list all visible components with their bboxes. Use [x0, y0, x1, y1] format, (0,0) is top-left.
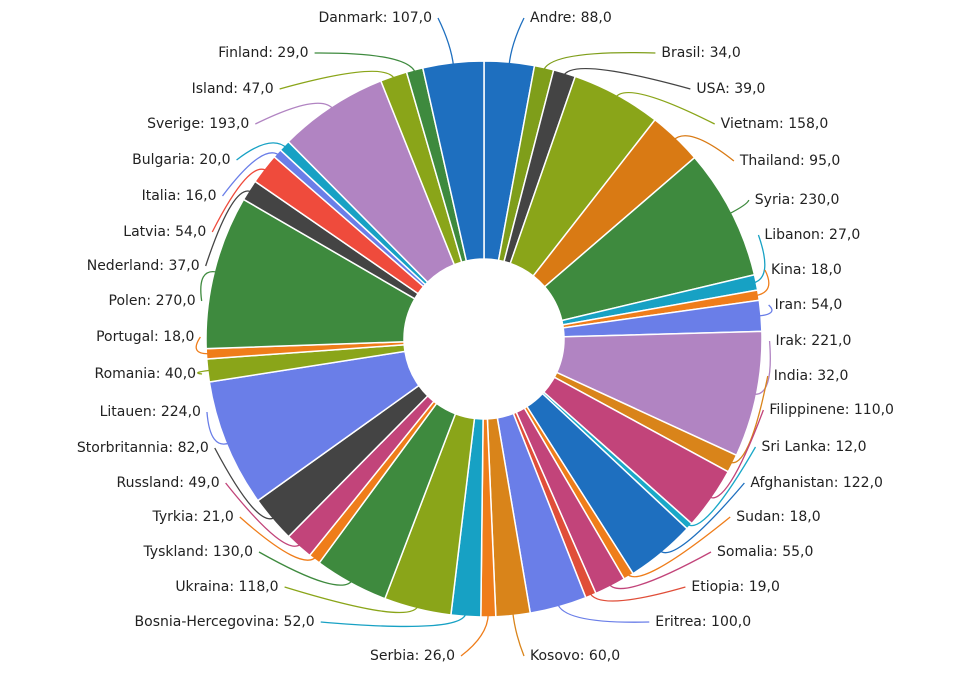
- leader-line-latvia: [211, 168, 268, 233]
- leader-line-kosovo: [512, 611, 525, 657]
- leader-line-afghanistan: [658, 482, 745, 554]
- slice-label-usa: USA: 39,0: [696, 81, 765, 97]
- slice-label-latvia: Latvia: 54,0: [123, 224, 206, 240]
- leader-line-somalia: [607, 551, 712, 590]
- leader-line-eritrea: [556, 602, 650, 623]
- leader-line-storbritannia: [214, 447, 276, 520]
- slice-label-litauen: Litauen: 224,0: [100, 404, 201, 420]
- leader-line-bosnia-hercegovina: [320, 612, 467, 628]
- leader-line-portugal: [195, 336, 211, 355]
- slice-label-island: Island: 47,0: [192, 81, 274, 97]
- slice-label-syria: Syria: 230,0: [755, 192, 840, 208]
- slice-labels: Andre: 88,0 Brasil: 34,0 USA: 39,0 Vietnam:…: [77, 10, 894, 664]
- leader-line-tyskland: [258, 551, 354, 586]
- slice-label-irak: Irak: 221,0: [776, 333, 852, 349]
- slice-label-india: India: 32,0: [774, 368, 849, 384]
- leader-line-nederland: [205, 190, 253, 267]
- leader-line-syria: [727, 199, 750, 215]
- slice-label-sudan: Sudan: 18,0: [736, 509, 820, 525]
- leader-line-etiopia: [588, 586, 686, 602]
- slice-label-bulgaria: Bulgaria: 20,0: [132, 152, 230, 168]
- leader-line-litauen: [206, 411, 231, 445]
- slice-label-somalia: Somalia: 55,0: [717, 544, 813, 560]
- leader-line-ukraina: [284, 586, 419, 614]
- label-leader-lines: [195, 17, 773, 657]
- leader-line-serbia: [460, 612, 489, 657]
- slice-label-sri-lanka: Sri Lanka: 12,0: [761, 439, 866, 455]
- leader-line-romania: [197, 369, 212, 375]
- slice-label-vietnam: Vietnam: 158,0: [721, 116, 829, 132]
- slice-label-brasil: Brasil: 34,0: [661, 45, 740, 61]
- leader-line-bulgaria: [236, 142, 288, 161]
- slice-label-finland: Finland: 29,0: [218, 45, 308, 61]
- leader-line-filippinene: [707, 409, 764, 499]
- slice-label-polen: Polen: 270,0: [109, 293, 196, 309]
- leader-line-sverige: [255, 102, 335, 125]
- leader-line-vietnam: [614, 91, 715, 125]
- slice-label-sverige: Sverige: 193,0: [147, 116, 249, 132]
- leader-line-thailand: [672, 135, 735, 162]
- leader-line-danmark: [437, 17, 455, 67]
- slice-label-danmark: Danmark: 107,0: [318, 10, 432, 26]
- slice-label-kina: Kina: 18,0: [771, 262, 842, 278]
- leader-line-libanon: [752, 234, 766, 284]
- slice-label-romania: Romania: 40,0: [95, 366, 197, 382]
- slice-label-italia: Italia: 16,0: [142, 188, 217, 204]
- leader-line-kina: [754, 269, 770, 297]
- donut-hole: [404, 259, 564, 419]
- leader-line-brasil: [542, 52, 656, 72]
- slice-label-thailand: Thailand: 95,0: [739, 153, 840, 169]
- leader-line-sudan: [626, 516, 731, 578]
- slice-label-russland: Russland: 49,0: [116, 475, 219, 491]
- leader-line-iran: [756, 304, 773, 317]
- leader-line-usa: [562, 67, 691, 90]
- leader-line-finland: [314, 52, 417, 74]
- donut-slices: [205, 60, 763, 618]
- slice-label-etiopia: Etiopia: 19,0: [691, 579, 779, 595]
- slice-label-tyskland: Tyskland: 130,0: [142, 544, 253, 560]
- slice-label-andre: Andre: 88,0: [530, 10, 612, 26]
- leader-line-tyrkia: [239, 516, 318, 561]
- slice-label-iran: Iran: 54,0: [775, 297, 843, 313]
- slice-label-storbritannia: Storbritannia: 82,0: [77, 440, 209, 456]
- leader-line-polen: [200, 271, 219, 302]
- leader-line-russland: [225, 482, 302, 547]
- leader-line-island: [279, 70, 396, 90]
- slice-label-kosovo: Kosovo: 60,0: [530, 648, 620, 664]
- leader-line-irak: [752, 340, 771, 395]
- slice-label-serbia: Serbia: 26,0: [370, 648, 455, 664]
- slice-label-ukraina: Ukraina: 118,0: [175, 579, 278, 595]
- leader-line-india: [728, 375, 769, 464]
- leader-line-sri-lanka: [686, 446, 757, 527]
- slice-label-afghanistan: Afghanistan: 122,0: [750, 475, 883, 491]
- slice-label-bosnia-hercegovina: Bosnia-Hercegovina: 52,0: [135, 614, 315, 630]
- slice-label-portugal: Portugal: 18,0: [96, 329, 194, 345]
- slice-label-tyrkia: Tyrkia: 21,0: [151, 509, 233, 525]
- leader-line-italia: [221, 152, 281, 197]
- leader-line-andre: [508, 17, 525, 67]
- slice-label-eritrea: Eritrea: 100,0: [655, 614, 751, 630]
- slice-label-filippinene: Filippinene: 110,0: [769, 402, 894, 418]
- slice-label-libanon: Libanon: 27,0: [764, 227, 860, 243]
- slice-label-nederland: Nederland: 37,0: [87, 258, 200, 274]
